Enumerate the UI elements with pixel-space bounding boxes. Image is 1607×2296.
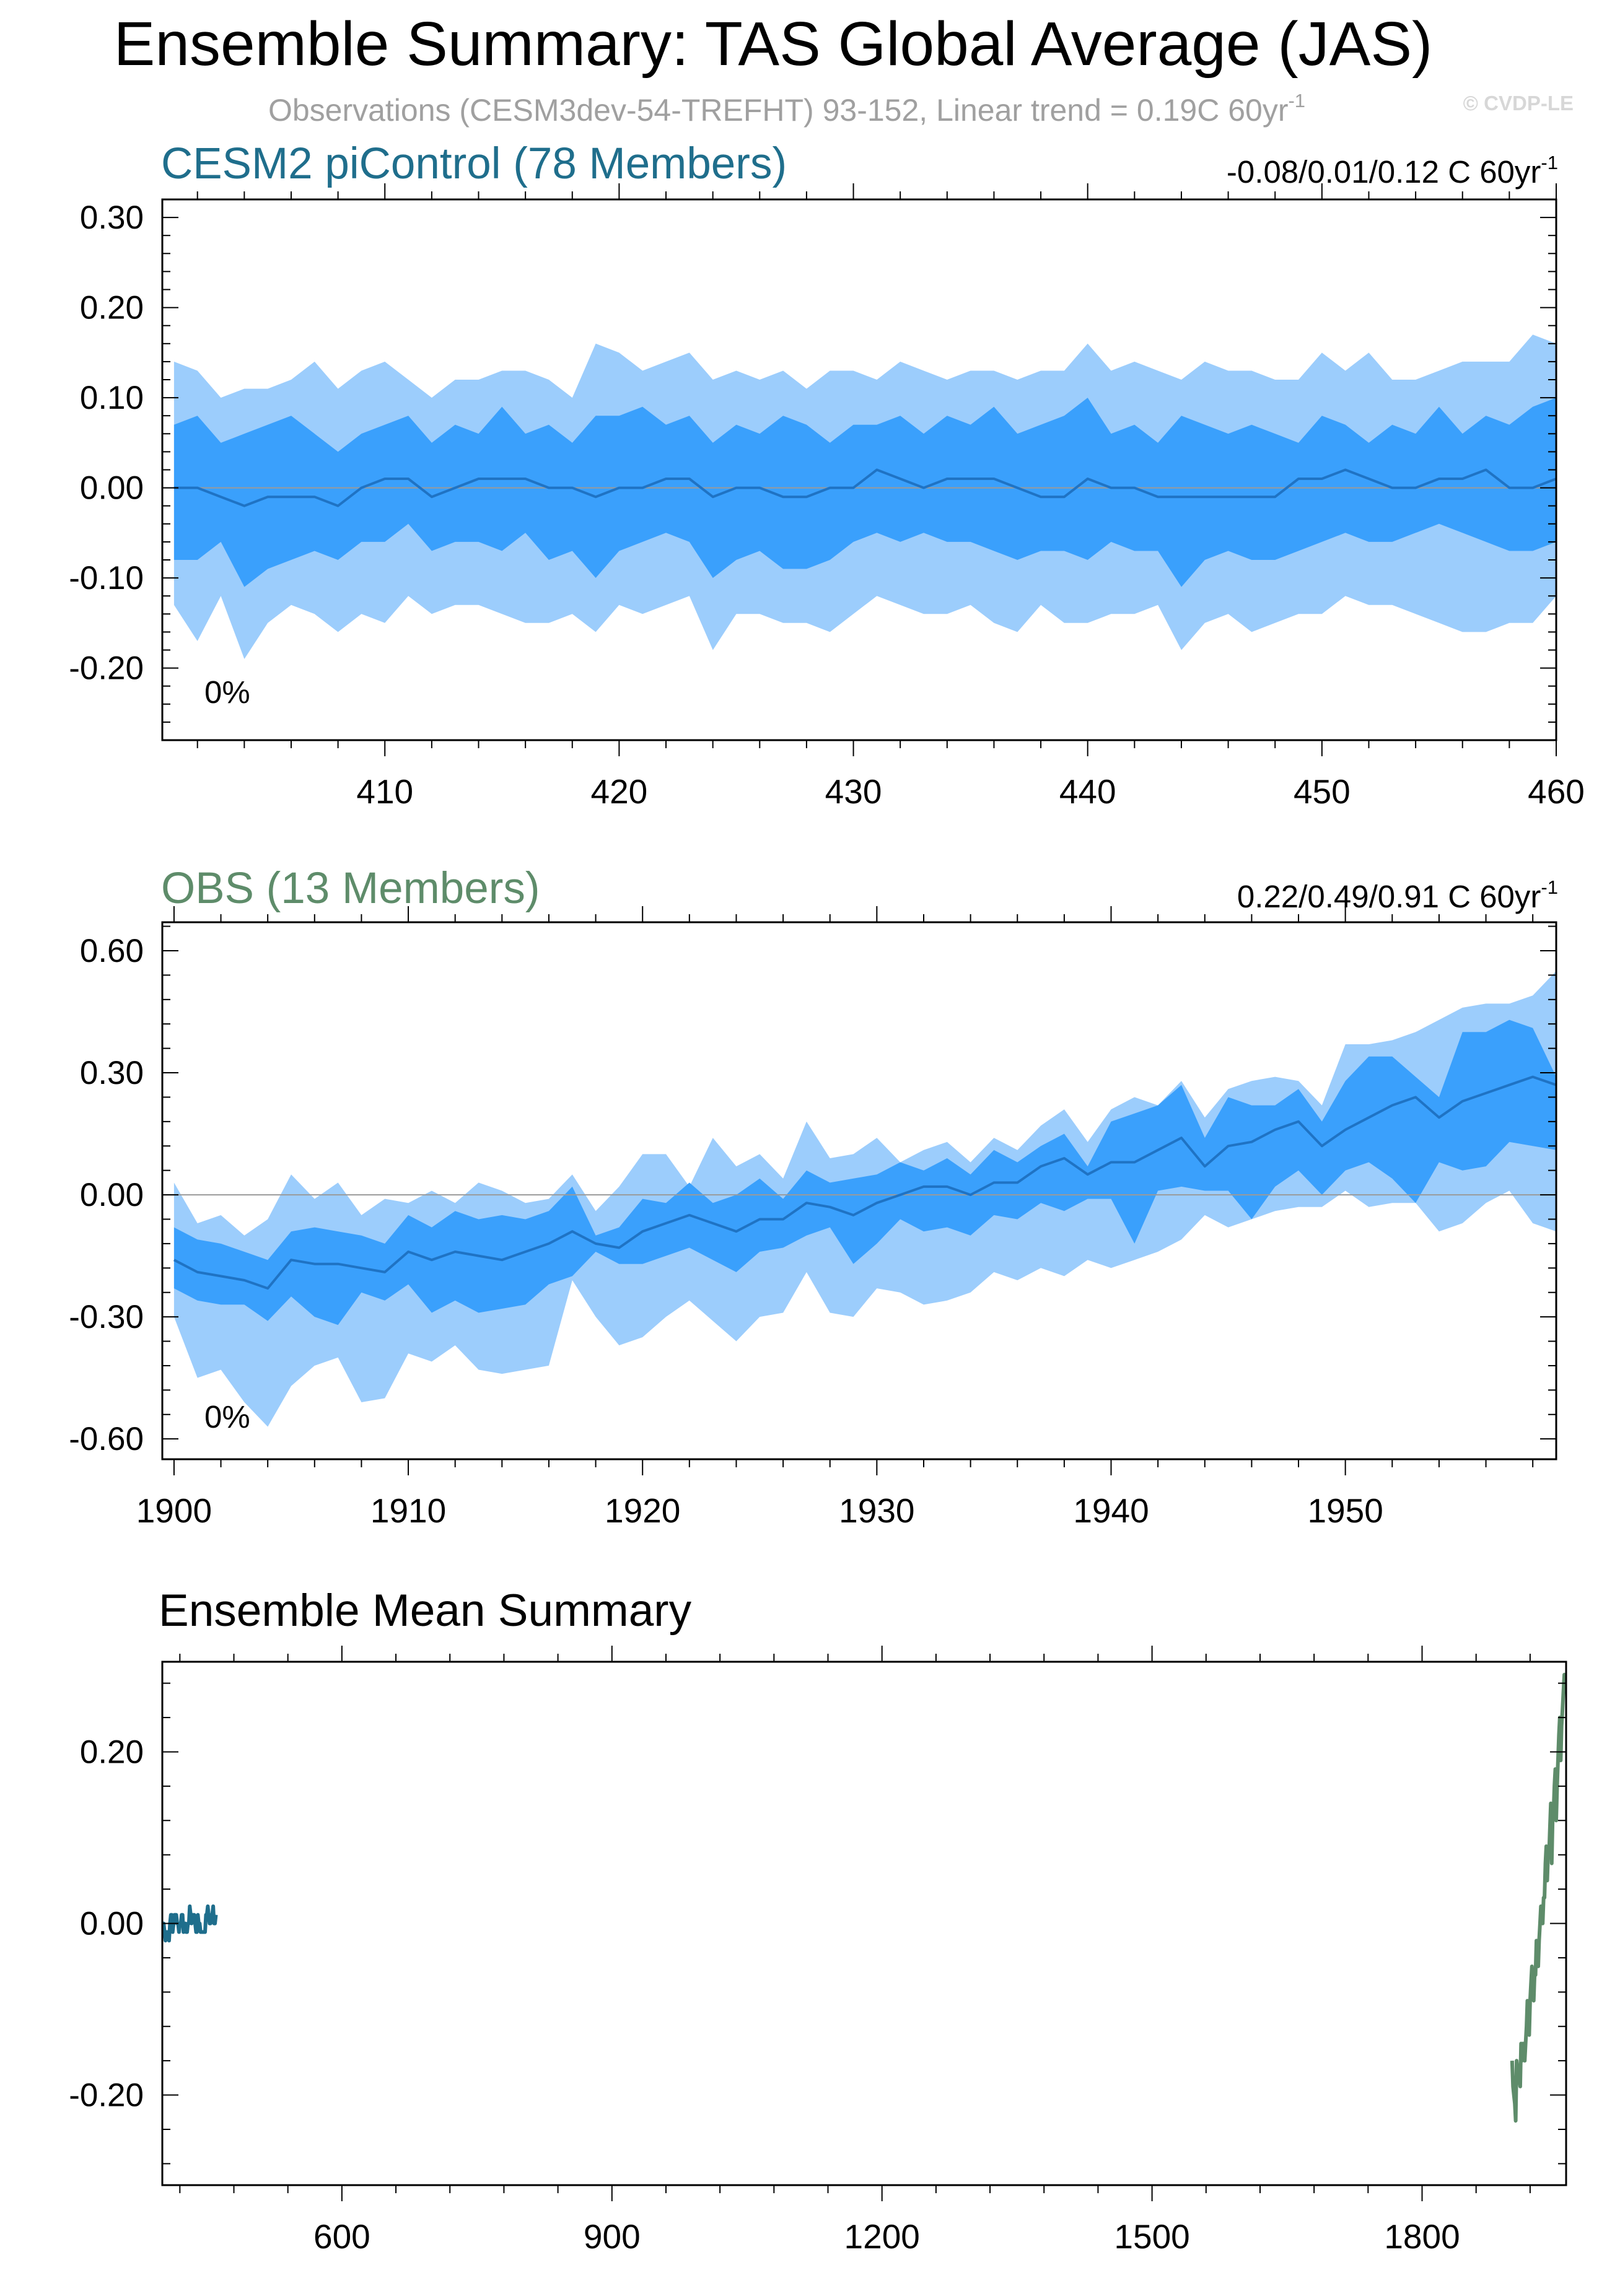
- cesm2-xtick-label: 410: [356, 772, 413, 811]
- ens_mean-xtick-label: 1500: [1114, 2217, 1189, 2256]
- cesm2-xtick-label: 430: [825, 772, 882, 811]
- cesm2-trend-superscript: -1: [1541, 152, 1558, 173]
- subtitle: Observations (CESM3dev-54-TREFHT) 93-152…: [268, 90, 1305, 128]
- cesm2-inner-band: [173, 398, 1557, 587]
- cesm2-percent-label: 0%: [204, 674, 250, 710]
- ens_mean-plot-background: [162, 1662, 1566, 2185]
- cesm2-ytick-label: -0.20: [69, 650, 144, 687]
- ens_mean-series-line-0: [162, 1904, 218, 1943]
- obs-ensemble-mean-line: [173, 1075, 1557, 1290]
- panel-ensemble-mean: Ensemble Mean Summary -0.20 0.00 0.20 600 90…: [69, 1586, 1567, 2256]
- obs-percent-label: 0%: [204, 1399, 250, 1434]
- obs-xtick-label: 1930: [839, 1491, 914, 1530]
- obs-ytick-label: 0.60: [80, 933, 144, 969]
- ens_mean-xtick-label: 1200: [844, 2217, 920, 2256]
- obs-plot-area: -0.60 -0.30 0.00 0.30 0.60 1900 1910 1920 1930 19…: [69, 906, 1557, 1530]
- cesm2-panel-title: CESM2 piControl (78 Members): [161, 139, 787, 188]
- obs-ytick-label: -0.60: [69, 1421, 144, 1457]
- obs-panel-title: OBS (13 Members): [161, 864, 540, 913]
- ens_mean-ytick-label: 0.20: [80, 1734, 144, 1770]
- ens_mean-ytick-label: -0.20: [69, 2077, 144, 2114]
- cesm2-ytick-label: 0.00: [80, 470, 144, 507]
- cesm2-xtick-label: 440: [1059, 772, 1116, 811]
- obs-ytick-label: -0.30: [69, 1299, 144, 1335]
- panel-cesm2: CESM2 piControl (78 Members) -0.08/0.01/…: [69, 139, 1585, 811]
- ens_mean-xtick-label: 1800: [1384, 2217, 1460, 2256]
- obs-xtick-label: 1920: [605, 1491, 680, 1530]
- obs-ytick-label: 0.30: [80, 1055, 144, 1091]
- obs-ytick-label: 0.00: [80, 1177, 144, 1213]
- obs-plot-frame: [161, 921, 1557, 1460]
- cesm2-ensemble-mean-line: [173, 468, 1557, 507]
- ens_mean-xtick-label: 900: [584, 2217, 641, 2256]
- cesm2-xtick-label: 450: [1294, 772, 1351, 811]
- ensemble-mean-title: Ensemble Mean Summary: [159, 1586, 692, 1636]
- obs-xtick-label: 1910: [370, 1491, 446, 1530]
- ens_mean-series-line-1: [1510, 1672, 1567, 2123]
- obs-trend-label: 0.22/0.49/0.91 C 60yr-1: [1237, 876, 1558, 914]
- subtitle-superscript: -1: [1288, 90, 1305, 111]
- obs-trend-text: 0.22/0.49/0.91 C 60yr: [1237, 879, 1541, 914]
- cesm2-ytick-label: 0.20: [80, 290, 144, 326]
- cesm2-ytick-label: 0.10: [80, 380, 144, 416]
- obs-trend-superscript: -1: [1541, 876, 1558, 898]
- ens_mean-ytick-label: 0.00: [80, 1906, 144, 1942]
- cesm2-trend-text: -0.08/0.01/0.12 C 60yr: [1227, 154, 1541, 190]
- obs-xtick-label: 1950: [1307, 1491, 1383, 1530]
- main-title: Ensemble Summary: TAS Global Average (JA…: [114, 9, 1433, 79]
- cesm2-xtick-label: 420: [591, 772, 648, 811]
- subtitle-text: Observations (CESM3dev-54-TREFHT) 93-152…: [268, 93, 1289, 128]
- panel-obs: OBS (13 Members) 0.22/0.49/0.91 C 60yr-1…: [69, 864, 1558, 1530]
- cesm2-xtick-label: 460: [1528, 772, 1585, 811]
- cesm2-plot-area: -0.20 -0.10 0.00 0.10 0.20 0.30 410 420 430 440 45…: [69, 183, 1585, 811]
- ens_mean-xtick-label: 600: [313, 2217, 370, 2256]
- cesm2-ytick-label: 0.30: [80, 199, 144, 236]
- cesm2-ytick-label: -0.10: [69, 560, 144, 596]
- obs-xtick-label: 1900: [136, 1491, 212, 1530]
- copyright-watermark: © CVDP-LE: [1463, 92, 1574, 115]
- obs-xtick-label: 1940: [1073, 1491, 1149, 1530]
- ensemble-mean-plot-area: -0.20 0.00 0.20 600 900 1200 1500 1800: [69, 1646, 1567, 2256]
- cesm2-trend-label: -0.08/0.01/0.12 C 60yr-1: [1227, 152, 1558, 190]
- obs-inner-band: [173, 1019, 1557, 1325]
